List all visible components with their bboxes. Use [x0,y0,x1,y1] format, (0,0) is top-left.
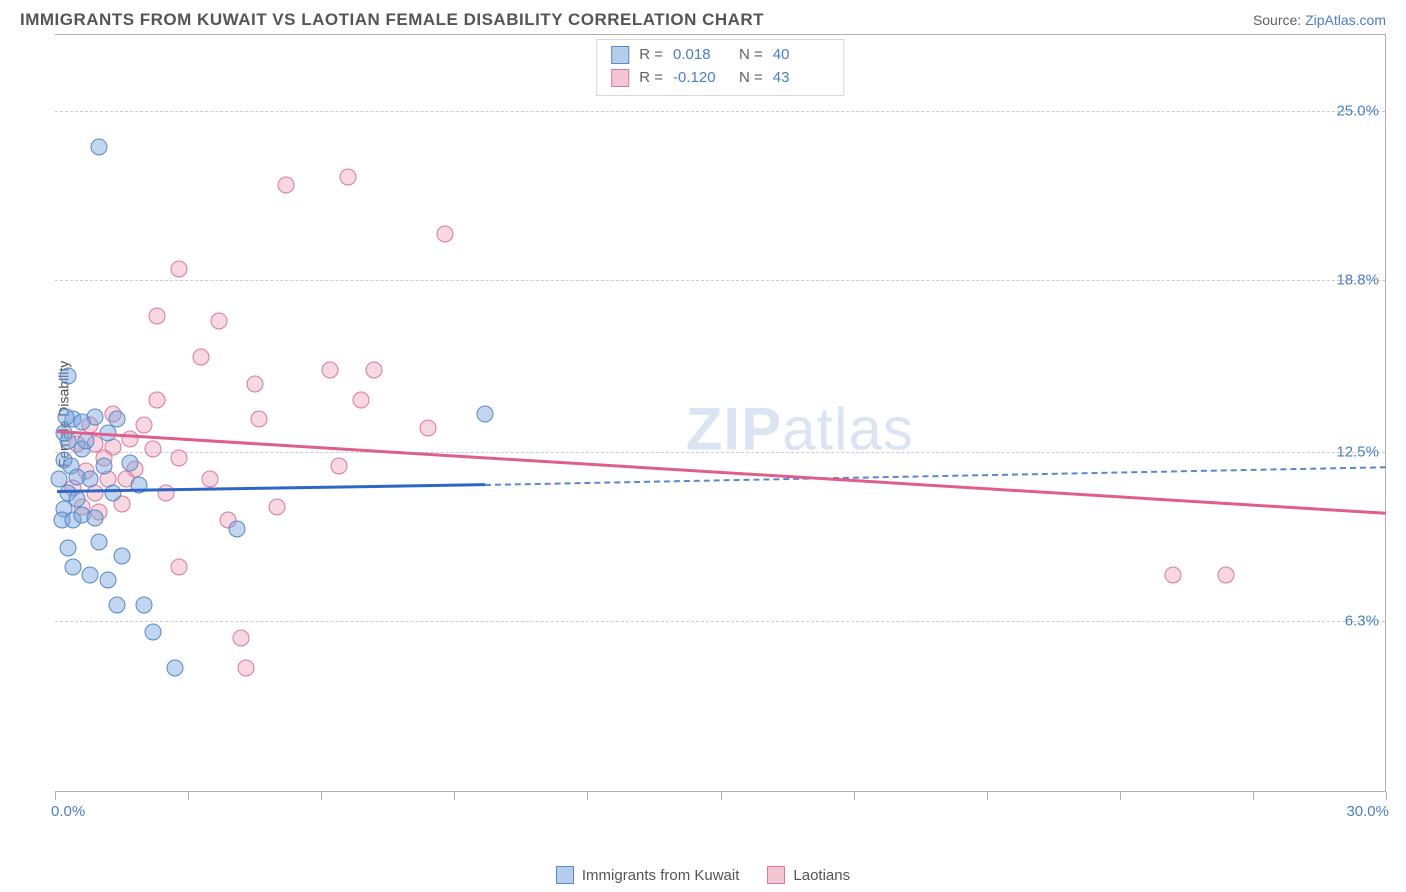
x-tick [721,792,722,800]
data-point [157,485,174,502]
data-point [322,362,339,379]
x-tick [854,792,855,800]
data-point [100,572,117,589]
gridline [55,111,1385,112]
data-point [95,457,112,474]
y-tick-label: 18.8% [1336,272,1379,289]
data-point [477,406,494,423]
x-tick [55,792,56,800]
data-point [228,520,245,537]
data-point [60,367,77,384]
data-point [202,471,219,488]
trend-line [485,466,1386,486]
x-axis-max-label: 30.0% [1346,803,1389,820]
x-tick [188,792,189,800]
series-legend: Immigrants from Kuwait Laotians [0,866,1406,884]
data-point [237,659,254,676]
data-point [251,411,268,428]
data-point [1165,566,1182,583]
data-point [211,313,228,330]
data-point [366,362,383,379]
data-point [233,629,250,646]
y-tick-label: 12.5% [1336,444,1379,461]
x-tick [1386,792,1387,800]
data-point [109,596,126,613]
trend-line [57,430,1386,515]
data-point [144,441,161,458]
data-point [144,624,161,641]
data-point [1218,566,1235,583]
y-tick-label: 6.3% [1345,613,1379,630]
data-point [104,485,121,502]
legend-item: Laotians [767,866,850,884]
gridline [55,621,1385,622]
legend-item: Immigrants from Kuwait [556,866,740,884]
data-point [82,566,99,583]
x-tick [987,792,988,800]
x-axis-min-label: 0.0% [51,803,85,820]
data-point [122,430,139,447]
data-point [193,348,210,365]
legend-swatch [611,46,629,64]
data-point [60,539,77,556]
data-point [353,392,370,409]
data-point [149,307,166,324]
chart-title: IMMIGRANTS FROM KUWAIT VS LAOTIAN FEMALE… [20,10,764,30]
y-tick-label: 25.0% [1336,103,1379,120]
data-point [69,468,86,485]
chart-header: IMMIGRANTS FROM KUWAIT VS LAOTIAN FEMALE… [0,0,1406,34]
data-point [419,419,436,436]
legend-swatch [611,69,629,87]
x-tick [454,792,455,800]
data-point [73,414,90,431]
legend-stat-row: R =-0.120N =43 [611,67,829,90]
x-tick [587,792,588,800]
data-point [91,534,108,551]
data-point [268,498,285,515]
data-point [113,547,130,564]
data-point [171,558,188,575]
data-point [86,509,103,526]
data-point [339,168,356,185]
gridline [55,452,1385,453]
data-point [58,408,75,425]
plot-area: ZIPatlas R =0.018N =40R =-0.120N =43 6.3… [55,35,1385,792]
legend-swatch [556,866,574,884]
data-point [135,596,152,613]
data-point [91,138,108,155]
data-point [166,659,183,676]
stats-legend: R =0.018N =40R =-0.120N =43 [596,39,844,96]
x-tick [1120,792,1121,800]
source-link[interactable]: ZipAtlas.com [1305,12,1386,28]
legend-stat-row: R =0.018N =40 [611,44,829,67]
data-point [171,449,188,466]
data-point [277,176,294,193]
data-point [330,457,347,474]
data-point [171,261,188,278]
data-point [149,392,166,409]
x-tick [1253,792,1254,800]
data-point [437,226,454,243]
chart-area: Female Disability ZIPatlas R =0.018N =40… [55,34,1386,792]
gridline [55,280,1385,281]
data-point [122,455,139,472]
data-point [135,416,152,433]
source-label: Source: ZipAtlas.com [1253,12,1386,28]
data-point [64,558,81,575]
data-point [78,433,95,450]
x-tick [321,792,322,800]
data-point [246,376,263,393]
legend-swatch [767,866,785,884]
